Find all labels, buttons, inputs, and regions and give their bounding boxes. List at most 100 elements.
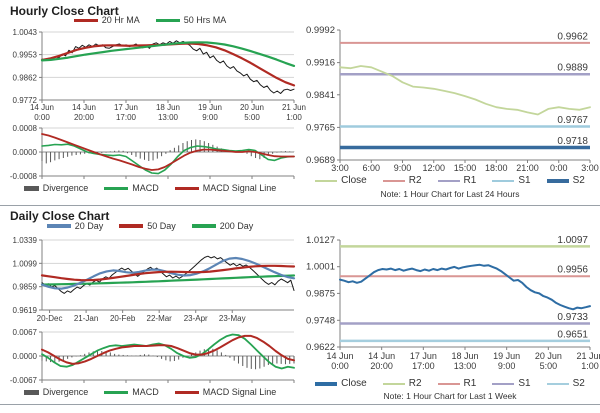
svg-text:0.9862: 0.9862 bbox=[13, 73, 38, 82]
svg-text:13:00: 13:00 bbox=[158, 113, 179, 122]
svg-text:0.9619: 0.9619 bbox=[13, 306, 38, 315]
svg-text:3:00: 3:00 bbox=[581, 163, 599, 173]
svg-text:0.9689: 0.9689 bbox=[306, 155, 335, 166]
legend-item-close: Close bbox=[315, 378, 367, 389]
svg-text:0.0000: 0.0000 bbox=[13, 148, 38, 157]
legend-marker-line bbox=[382, 382, 405, 385]
svg-text:20 Jun: 20 Jun bbox=[240, 103, 264, 112]
daily-macd-plot: 0.0067 0.0000 -0.0067 bbox=[10, 328, 295, 385]
svg-text:9:00: 9:00 bbox=[394, 163, 412, 173]
hourly-ma-legend: 20 Hr MA 50 Hrs MA bbox=[0, 14, 300, 26]
legend-label: 50 Day bbox=[147, 221, 176, 231]
svg-text:0.0067: 0.0067 bbox=[13, 328, 38, 337]
legend-item-divergence: Divergence bbox=[23, 387, 89, 397]
svg-text:-0.0008: -0.0008 bbox=[10, 172, 38, 181]
legend-label: MACD Signal Line bbox=[202, 387, 277, 397]
legend-item-s1: S1 bbox=[492, 175, 531, 186]
svg-text:17 Jun: 17 Jun bbox=[114, 103, 138, 112]
svg-text:0.9841: 0.9841 bbox=[306, 90, 335, 101]
legend-label: Close bbox=[341, 175, 367, 186]
svg-text:20:00: 20:00 bbox=[74, 113, 95, 122]
svg-text:5:00: 5:00 bbox=[244, 113, 260, 122]
svg-text:0.9718: 0.9718 bbox=[557, 136, 588, 147]
legend-marker-line bbox=[104, 390, 129, 394]
legend-item-divergence: Divergence bbox=[23, 183, 88, 193]
legend-item-r2: R2 bbox=[382, 175, 422, 186]
svg-text:14 Jun: 14 Jun bbox=[30, 103, 54, 112]
svg-text:23-May: 23-May bbox=[219, 314, 246, 323]
svg-text:14 Jun: 14 Jun bbox=[326, 351, 353, 361]
legend-label: R1 bbox=[463, 378, 477, 389]
svg-text:0.9622: 0.9622 bbox=[306, 342, 335, 353]
section-divider-bottom bbox=[0, 404, 600, 405]
svg-text:0.0008: 0.0008 bbox=[13, 124, 38, 133]
legend-marker-thick bbox=[46, 224, 71, 228]
legend-item-s2: S2 bbox=[546, 378, 585, 389]
legend-item-macd-signal-line: MACD Signal Line bbox=[174, 183, 276, 193]
svg-text:9:00: 9:00 bbox=[202, 113, 218, 122]
legend-label: Close bbox=[341, 378, 367, 389]
pivot-1w-legend: Close R2 R1 S1 S2 bbox=[300, 377, 600, 390]
legend-label: MACD bbox=[132, 183, 159, 193]
daily-macd-legend: Divergence MACD MACD Signal Line bbox=[0, 386, 300, 398]
svg-text:19 Jun: 19 Jun bbox=[493, 351, 520, 361]
svg-text:0:00: 0:00 bbox=[550, 163, 568, 173]
pivot-24h-legend: Close R2 R1 S1 S2 bbox=[300, 174, 600, 187]
svg-text:6:00: 6:00 bbox=[362, 163, 380, 173]
legend-item-r1: R1 bbox=[437, 175, 476, 186]
svg-text:0:00: 0:00 bbox=[331, 361, 349, 371]
legend-item-200-day: 200 Day bbox=[191, 221, 254, 231]
svg-text:0.9859: 0.9859 bbox=[13, 283, 38, 292]
hourly-macd-legend: Divergence MACD MACD Signal Line bbox=[0, 182, 300, 194]
daily-ma-legend: 20 Day 50 Day 200 Day bbox=[0, 220, 300, 232]
legend-label: R2 bbox=[408, 378, 422, 389]
legend-item-macd: MACD bbox=[104, 183, 159, 193]
svg-text:1.0001: 1.0001 bbox=[306, 262, 335, 273]
legend-item-macd: MACD bbox=[104, 387, 159, 397]
svg-text:21:00: 21:00 bbox=[516, 163, 539, 173]
legend-marker-bar bbox=[23, 389, 39, 395]
svg-text:1.0099: 1.0099 bbox=[13, 259, 38, 268]
svg-text:0.9953: 0.9953 bbox=[13, 51, 38, 60]
legend-marker-line bbox=[492, 382, 515, 385]
svg-text:1.0127: 1.0127 bbox=[306, 235, 335, 246]
legend-label: 20 Day bbox=[74, 221, 104, 231]
svg-text:0.9733: 0.9733 bbox=[557, 312, 588, 323]
legend-marker-line bbox=[315, 179, 338, 182]
legend-label: S1 bbox=[518, 378, 531, 389]
legend-marker-thick bbox=[191, 224, 216, 228]
svg-text:0.9962: 0.9962 bbox=[557, 31, 588, 42]
svg-text:3:00: 3:00 bbox=[331, 163, 349, 173]
svg-text:9:00: 9:00 bbox=[498, 361, 516, 371]
svg-text:15:00: 15:00 bbox=[454, 163, 477, 173]
legend-label: Divergence bbox=[42, 387, 89, 397]
legend-marker-thick bbox=[315, 381, 338, 386]
svg-text:17 Jun: 17 Jun bbox=[410, 351, 437, 361]
svg-text:0.9651: 0.9651 bbox=[557, 329, 588, 340]
legend-marker-line bbox=[382, 179, 405, 182]
svg-text:18 Jun: 18 Jun bbox=[451, 351, 478, 361]
hourly-macd-plot: 0.0008 0.0000 -0.0008 bbox=[10, 124, 295, 181]
svg-text:0.9889: 0.9889 bbox=[557, 63, 588, 74]
legend-marker-line bbox=[437, 382, 460, 385]
legend-label: 50 Hrs MA bbox=[183, 15, 227, 25]
legend-label: 200 Day bbox=[219, 221, 254, 231]
section-divider-top bbox=[0, 205, 600, 206]
svg-text:0.9767: 0.9767 bbox=[557, 115, 588, 126]
svg-text:17:00: 17:00 bbox=[412, 361, 435, 371]
svg-text:1.0097: 1.0097 bbox=[557, 235, 588, 246]
svg-text:14 Jun: 14 Jun bbox=[72, 103, 96, 112]
svg-text:0.0000: 0.0000 bbox=[13, 352, 38, 361]
svg-text:21 Jun: 21 Jun bbox=[282, 103, 306, 112]
legend-item-close: Close bbox=[315, 175, 367, 186]
svg-text:5:00: 5:00 bbox=[540, 361, 558, 371]
svg-text:13:00: 13:00 bbox=[454, 361, 477, 371]
legend-label: 20 Hr MA bbox=[101, 15, 140, 25]
legend-label: S1 bbox=[518, 175, 531, 186]
legend-item-s1: S1 bbox=[492, 378, 531, 389]
legend-marker-line bbox=[174, 186, 199, 190]
daily-chart-title: Daily Close Chart bbox=[10, 209, 110, 223]
